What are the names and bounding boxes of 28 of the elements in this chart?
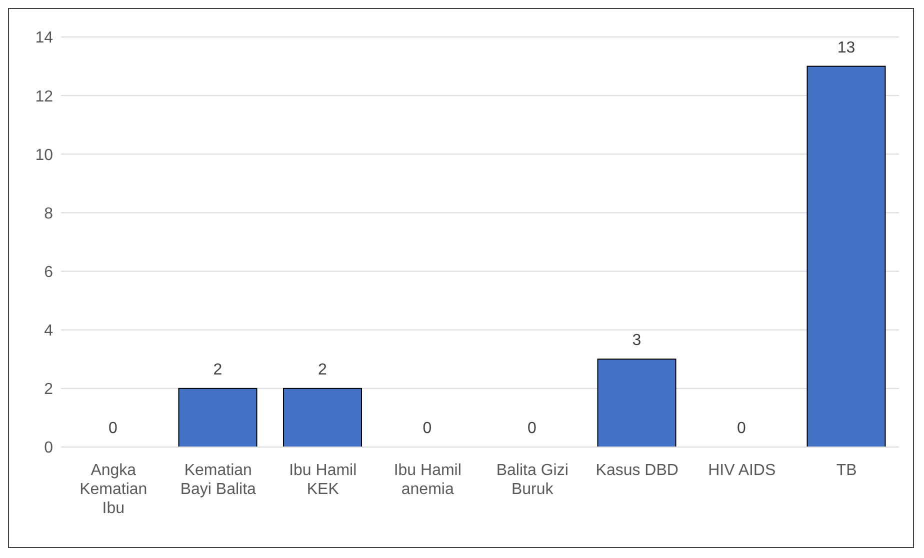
y-tick-label: 4	[44, 322, 54, 340]
data-label: 2	[213, 361, 222, 378]
data-label: 2	[318, 361, 328, 378]
bar	[806, 66, 886, 447]
x-tick-label: Kasus DBD	[596, 462, 678, 479]
data-label: 13	[837, 39, 856, 56]
y-tick-label: 2	[44, 381, 54, 398]
y-tick-label: 8	[44, 205, 54, 222]
data-label: 0	[108, 420, 118, 437]
y-tick-label: 12	[35, 88, 54, 106]
bar	[178, 388, 258, 447]
bar	[283, 388, 362, 447]
x-tick-label: TB	[836, 462, 857, 479]
x-tick-label: Ibu Hamil KEK	[289, 462, 357, 498]
x-tick-label: Ibu Hamil anemia	[394, 462, 462, 498]
data-label: 3	[632, 332, 642, 350]
x-tick-label: Angka Kematian Ibu	[80, 462, 148, 517]
x-tick-label: HIV AIDS	[708, 462, 776, 479]
data-label: 0	[422, 420, 432, 437]
y-tick-label: 10	[35, 146, 54, 164]
y-tick-label: 6	[44, 264, 54, 281]
x-tick-label: Balita Gizi Buruk	[496, 462, 568, 498]
y-tick-label: 0	[44, 440, 54, 457]
x-tick-label: Kematian Bayi Balita	[180, 462, 256, 498]
data-label: 0	[737, 420, 746, 437]
y-tick-label: 14	[35, 30, 54, 47]
data-label: 0	[528, 420, 537, 437]
bar	[597, 358, 676, 447]
